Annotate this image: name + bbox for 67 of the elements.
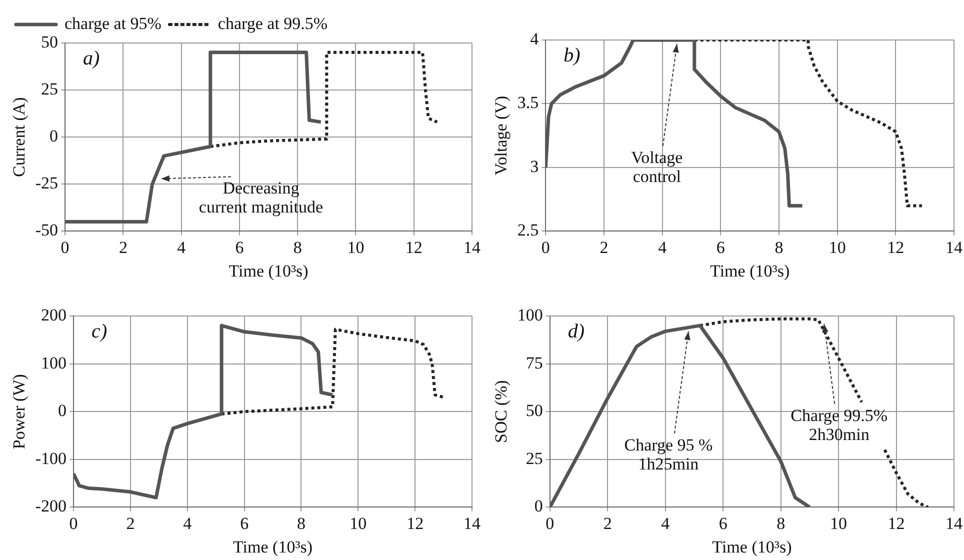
x-tick-label: 10 xyxy=(830,514,848,533)
x-tick-label: 4 xyxy=(183,514,192,533)
y-tick-label: 4 xyxy=(530,29,540,48)
legend-label: charge at 95% xyxy=(64,14,162,33)
x-tick-label: 10 xyxy=(828,238,846,257)
x-tick-label: 10 xyxy=(350,514,367,533)
y-tick-label: -100 xyxy=(35,448,67,468)
y-tick-label: 3.5 xyxy=(517,93,539,112)
annotation: b) xyxy=(564,44,581,66)
annotation: Decreasing current magnitude xyxy=(198,178,324,217)
x-tick-label: 2 xyxy=(126,514,135,533)
y-tick-label: -50 xyxy=(35,220,58,240)
y-axis-title: Current (A) xyxy=(10,97,29,177)
y-tick-label: 25 xyxy=(526,448,543,468)
y-tick-label: 25 xyxy=(41,80,58,99)
annotation: Voltage control xyxy=(631,148,683,186)
x-tick-label: 6 xyxy=(718,514,728,533)
x-tick-label: 8 xyxy=(776,514,786,533)
x-tick-label: 12 xyxy=(405,238,422,257)
x-tick-label: 6 xyxy=(240,514,249,533)
x-tick-label: 14 xyxy=(946,238,963,257)
x-axis-title: Time (10³s) xyxy=(232,537,313,556)
x-tick-label: 4 xyxy=(177,238,186,257)
x-axis-title: Time (10³s) xyxy=(228,261,308,280)
annotation: c) xyxy=(92,320,108,342)
y-tick-label: 0 xyxy=(58,401,67,420)
annotation: Charge 99.5% 2h30min xyxy=(790,406,888,444)
legend-label: charge at 99.5% xyxy=(218,14,328,33)
y-tick-label: -25 xyxy=(35,174,58,193)
y-tick-label: 50 xyxy=(41,32,58,52)
y-axis-title: SOC (%) xyxy=(492,380,511,444)
y-tick-label: 2.5 xyxy=(517,220,539,240)
x-tick-label: 4 xyxy=(661,514,670,533)
x-tick-label: 2 xyxy=(600,238,608,257)
annotation: Charge 95 % 1h25min xyxy=(624,435,713,474)
y-tick-label: 75 xyxy=(526,353,543,372)
x-tick-label: 8 xyxy=(296,514,306,533)
y-tick-label: -200 xyxy=(35,496,67,516)
line-series xyxy=(208,50,439,148)
x-tick-label: 6 xyxy=(235,238,244,257)
x-tick-label: 14 xyxy=(946,514,963,533)
y-tick-label: 50 xyxy=(526,401,543,420)
x-tick-label: 14 xyxy=(464,514,481,533)
x-tick-label: 12 xyxy=(888,514,905,533)
y-tick-label: 200 xyxy=(41,305,67,324)
x-tick-label: 2 xyxy=(603,514,612,533)
x-tick-label: 12 xyxy=(406,514,424,533)
x-axis-title: Time (10³s) xyxy=(712,537,792,556)
y-tick-label: 100 xyxy=(41,353,67,372)
x-tick-label: 10 xyxy=(347,238,364,257)
x-tick-label: 2 xyxy=(118,238,128,257)
x-tick-label: 4 xyxy=(658,238,668,257)
y-axis-title: Power (W) xyxy=(10,374,29,450)
x-tick-label: 8 xyxy=(293,238,302,257)
annotation: d) xyxy=(568,320,585,342)
y-tick-label: 0 xyxy=(534,496,543,516)
x-tick-label: 14 xyxy=(464,238,481,257)
y-tick-label: 0 xyxy=(50,126,58,146)
y-tick-label: 100 xyxy=(517,305,543,324)
x-tick-label: 12 xyxy=(887,238,904,257)
annotation: a) xyxy=(83,47,100,70)
y-tick-label: 3 xyxy=(530,156,539,176)
y-axis-title: Voltage (V) xyxy=(492,96,511,176)
x-tick-label: 8 xyxy=(774,238,784,257)
line-series xyxy=(220,328,446,416)
x-axis-title: Time (10³s) xyxy=(710,261,790,280)
x-tick-label: 6 xyxy=(716,238,725,257)
